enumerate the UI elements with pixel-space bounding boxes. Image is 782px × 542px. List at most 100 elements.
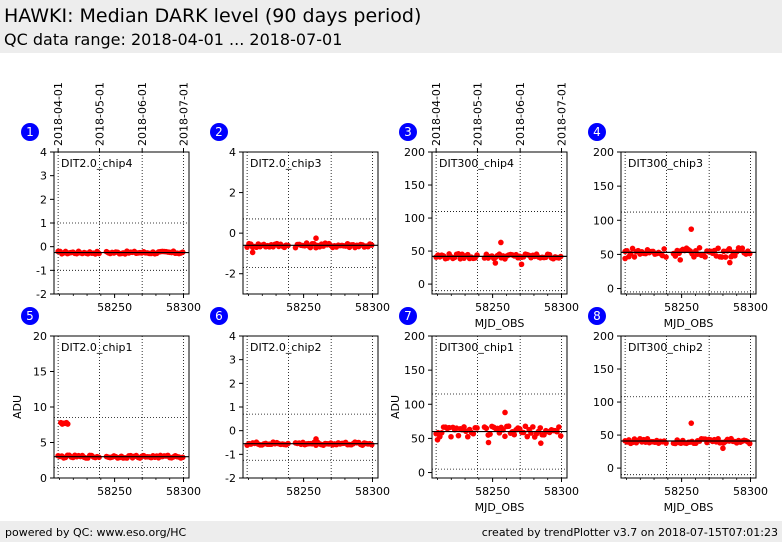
data-point	[498, 239, 504, 246]
data-point	[492, 260, 499, 266]
report-footer: powered by QC: www.eso.org/HC created by…	[0, 521, 782, 542]
y-tick-label: 100	[593, 214, 614, 227]
panel-8: 8	[588, 307, 757, 482]
x-tick-label: 58300	[544, 485, 579, 498]
data-point	[524, 433, 531, 440]
y-tick-label: -1	[225, 448, 236, 461]
y-axis-label: ADU	[389, 395, 402, 419]
footer-generator: created by trendPlotter v3.7 on 2018-07-…	[481, 526, 778, 539]
data-point	[661, 246, 667, 252]
data-point	[530, 424, 536, 430]
data-point	[677, 257, 684, 263]
data-point	[483, 425, 490, 432]
data-point	[461, 424, 467, 430]
x-tick-label: 58250	[664, 485, 699, 498]
x-axis-label: MJD_OBS	[475, 317, 525, 330]
data-point	[663, 440, 669, 446]
plot-frame	[431, 151, 568, 295]
data-point	[688, 420, 695, 426]
panel-badge	[21, 123, 39, 141]
data-point	[64, 421, 71, 427]
data-point	[438, 429, 445, 436]
data-point	[464, 433, 471, 440]
panel-3: 3	[399, 123, 568, 298]
data-point	[455, 432, 462, 439]
date-tick-label: 2018-07-01	[555, 82, 568, 146]
y-tick-label: 4	[229, 330, 236, 343]
data-point	[739, 245, 746, 251]
data-point	[511, 431, 518, 438]
y-tick-label: 2	[229, 187, 236, 200]
y-tick-label: 200	[404, 146, 425, 159]
data-point	[505, 423, 512, 430]
panel-5: 5	[21, 307, 190, 482]
x-tick-label: 58250	[286, 301, 321, 314]
y-tick-label: 150	[404, 364, 425, 377]
panel-badge	[210, 307, 228, 325]
panel-7: 7	[399, 307, 568, 482]
data-point	[746, 250, 753, 257]
panel-badge	[21, 307, 39, 325]
x-tick-label: 58250	[475, 301, 510, 314]
data-point	[722, 254, 729, 260]
data-point	[688, 226, 695, 232]
date-tick-label: 2018-07-01	[177, 82, 190, 146]
data-point	[518, 261, 525, 268]
panel-2: 2	[210, 123, 379, 298]
x-tick-label: 58300	[166, 301, 201, 314]
plot-frame	[242, 335, 379, 479]
y-tick-label: 4	[40, 146, 47, 159]
plot-frame	[431, 335, 568, 479]
data-point	[434, 436, 441, 443]
y-tick-label: 50	[411, 432, 425, 445]
y-tick-label: 5	[40, 437, 47, 450]
panel-6: 6	[210, 307, 379, 482]
y-tick-label: 3	[40, 170, 47, 183]
data-point	[96, 250, 102, 257]
data-point	[313, 436, 319, 442]
y-tick-label: 0	[607, 462, 614, 475]
panel-badge-number: 8	[593, 309, 601, 323]
y-axis-label: ADU	[11, 395, 24, 419]
panel-badge-number: 1	[26, 125, 34, 139]
series-name: DIT2.0_chip1	[61, 341, 132, 354]
panel-badge-number: 7	[404, 309, 412, 323]
y-tick-label: 20	[33, 330, 47, 343]
data-point	[502, 433, 508, 440]
data-point	[727, 259, 733, 266]
y-tick-label: 10	[33, 401, 47, 414]
panel-badge-number: 2	[215, 125, 223, 139]
data-point	[631, 254, 638, 260]
x-tick-label: 58250	[664, 301, 699, 314]
data-point	[502, 409, 508, 416]
series-name: DIT2.0_chip2	[250, 341, 321, 354]
data-point	[522, 423, 529, 430]
x-tick-label: 58300	[355, 485, 390, 498]
y-tick-label: 0	[607, 283, 614, 296]
data-point	[448, 433, 454, 440]
data-point	[368, 441, 375, 448]
data-point	[696, 245, 703, 251]
x-tick-label: 58250	[97, 485, 132, 498]
y-tick-label: 0	[40, 472, 47, 485]
panel-badge	[588, 123, 606, 141]
data-point	[726, 245, 733, 252]
panel-badge-number: 6	[215, 309, 223, 323]
panel-badge	[399, 123, 417, 141]
y-tick-label: 2	[229, 377, 236, 390]
date-tick-label: 2018-05-01	[471, 82, 484, 146]
y-tick-label: 200	[404, 330, 425, 343]
y-tick-label: -1	[36, 264, 47, 277]
y-tick-label: 1	[229, 401, 236, 414]
data-point	[538, 440, 544, 446]
plot-frame	[620, 151, 757, 295]
data-point	[663, 254, 669, 260]
data-point	[249, 249, 256, 256]
y-tick-label: 0	[418, 467, 425, 480]
y-tick-label: 2	[40, 193, 47, 206]
y-tick-label: 100	[404, 398, 425, 411]
panel-badge-number: 4	[593, 125, 601, 139]
data-point	[537, 425, 544, 431]
x-axis-label: MJD_OBS	[475, 501, 525, 514]
x-tick-label: 58250	[97, 301, 132, 314]
